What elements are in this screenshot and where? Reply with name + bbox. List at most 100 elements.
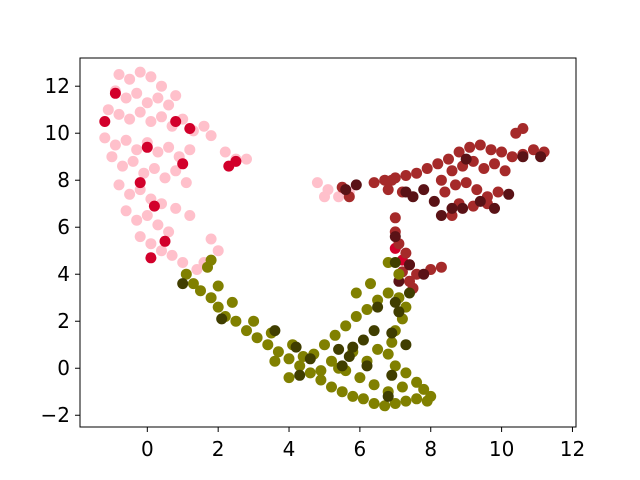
data-point [471, 184, 483, 196]
data-point [347, 341, 359, 353]
data-point [446, 202, 458, 214]
data-point [145, 71, 157, 83]
data-point [517, 123, 529, 134]
data-point [124, 188, 136, 200]
data-point [336, 360, 348, 372]
data-point [241, 325, 252, 337]
data-point [163, 141, 175, 153]
data-point [141, 210, 153, 221]
data-point [474, 139, 486, 151]
data-point [354, 372, 366, 384]
data-point [170, 116, 182, 127]
data-point [219, 146, 231, 158]
data-point [184, 123, 196, 134]
data-point [283, 353, 295, 365]
data-point [535, 151, 547, 163]
data-point [177, 278, 189, 290]
data-point [131, 87, 143, 99]
data-point [152, 92, 164, 104]
data-point [478, 163, 490, 174]
data-point [350, 311, 362, 322]
data-point [120, 205, 132, 217]
x-tick-label: 0 [141, 437, 154, 461]
data-point [216, 313, 228, 325]
data-point [248, 315, 260, 327]
data-point [407, 191, 419, 203]
y-tick-label: 12 [45, 74, 70, 98]
data-point [400, 367, 412, 379]
data-point [109, 139, 121, 151]
data-point [212, 245, 224, 257]
x-axis: 0 2 4 6 8 10 12 [141, 427, 585, 461]
data-point [418, 184, 430, 196]
data-point [134, 231, 146, 243]
data-point [411, 376, 423, 388]
data-point [145, 238, 157, 250]
data-point [489, 158, 500, 170]
data-point [166, 249, 178, 261]
data-point [315, 374, 327, 386]
data-point [404, 287, 415, 299]
data-point [311, 177, 323, 189]
x-tick-label: 12 [560, 437, 585, 461]
series-0 [99, 66, 355, 275]
data-point [435, 261, 447, 273]
data-point [361, 304, 373, 315]
data-point [368, 177, 380, 189]
y-tick-label: 10 [45, 121, 70, 145]
data-point [329, 329, 341, 341]
data-point [170, 165, 182, 177]
data-point [304, 367, 316, 379]
data-point [382, 348, 394, 360]
data-point [421, 163, 433, 174]
data-point [393, 268, 405, 280]
data-point [241, 153, 252, 165]
data-point [336, 386, 348, 398]
data-point [386, 336, 398, 348]
data-point [141, 141, 153, 153]
data-point [446, 165, 458, 177]
data-point [102, 104, 114, 116]
data-point [159, 172, 171, 184]
data-point [180, 177, 192, 189]
data-point [386, 174, 398, 186]
data-point [269, 325, 281, 337]
data-point [528, 144, 539, 156]
data-point [485, 144, 497, 156]
data-point [106, 151, 118, 163]
data-point [432, 158, 444, 170]
data-point [474, 195, 486, 207]
data-point [460, 153, 472, 165]
data-point [156, 111, 167, 123]
x-tick-label: 4 [283, 437, 296, 461]
data-point [212, 280, 224, 292]
data-point [152, 219, 164, 231]
data-point [269, 355, 281, 367]
data-point [117, 160, 128, 172]
data-point [382, 184, 394, 196]
data-point [251, 332, 263, 344]
data-point [517, 151, 529, 163]
data-point [418, 268, 430, 280]
x-tick-label: 10 [489, 437, 514, 461]
data-point [372, 301, 384, 313]
data-point [357, 334, 369, 346]
data-point [418, 383, 430, 395]
data-point [163, 99, 175, 111]
data-point [184, 144, 196, 156]
data-point [372, 343, 384, 355]
data-point [191, 264, 203, 275]
data-point [333, 343, 345, 355]
data-point [386, 369, 398, 381]
data-point [503, 188, 515, 200]
x-tick-label: 2 [212, 437, 225, 461]
data-point [198, 120, 210, 132]
data-point [389, 212, 401, 224]
data-point [163, 226, 175, 238]
y-tick-label: 2 [57, 309, 70, 333]
data-point [443, 153, 454, 165]
y-tick-label: 0 [57, 356, 70, 380]
data-point [283, 372, 295, 384]
data-point [496, 146, 508, 158]
data-point [460, 177, 472, 189]
